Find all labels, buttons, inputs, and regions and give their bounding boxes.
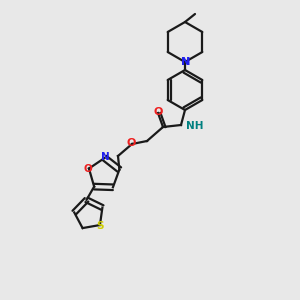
Text: O: O	[153, 107, 163, 117]
Text: N: N	[101, 152, 110, 162]
Text: N: N	[181, 57, 190, 67]
Text: NH: NH	[186, 121, 203, 131]
Text: S: S	[96, 221, 104, 231]
Text: O: O	[84, 164, 92, 173]
Text: N: N	[181, 57, 190, 67]
Text: O: O	[126, 138, 136, 148]
